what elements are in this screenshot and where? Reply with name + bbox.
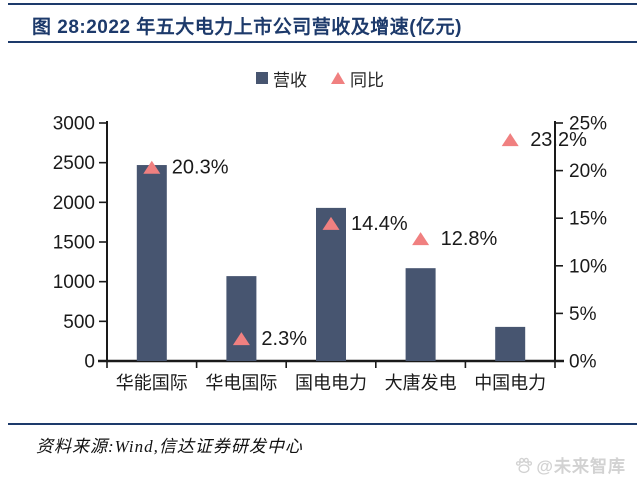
- watermark-text: @未来智库: [536, 457, 626, 476]
- figure-title: 图 28:2022 年五大电力上市公司营收及增速(亿元): [32, 17, 462, 38]
- y-tick-label-right: 25%: [569, 114, 607, 135]
- yoy-data-label: 23.2%: [530, 129, 587, 151]
- paw-icon: [516, 457, 533, 473]
- yoy-triangle-marker: [232, 332, 250, 346]
- revenue-bar: [136, 165, 167, 361]
- y-tick-label-left: 0: [84, 352, 95, 373]
- y-tick-label-right: 15%: [569, 209, 607, 230]
- y-tick-label-left: 500: [63, 312, 95, 333]
- legend-label-yoy: 同比: [350, 70, 384, 90]
- yoy-triangle-marker: [143, 160, 161, 174]
- y-tick-label-right: 5%: [569, 304, 597, 325]
- y-tick-label-left: 3000: [53, 114, 95, 135]
- yoy-data-label: 12.8%: [441, 228, 498, 250]
- chart-legend: 营收 同比: [0, 66, 640, 90]
- y-tick-label-right: 10%: [569, 256, 607, 277]
- legend-item-revenue: 营收: [256, 66, 307, 91]
- category-label: 华电国际: [205, 373, 277, 393]
- divider-top: [8, 3, 637, 5]
- y-tick-label-left: 1500: [53, 233, 95, 254]
- yoy-triangle-marker: [322, 216, 340, 230]
- triangle-swatch-icon: [331, 72, 345, 84]
- revenue-bar: [495, 326, 526, 361]
- category-label: 国电电力: [295, 373, 367, 393]
- revenue-bar: [405, 268, 436, 361]
- y-tick-label-left: 2000: [53, 193, 95, 214]
- yoy-triangle-marker: [501, 133, 519, 147]
- yoy-data-label: 14.4%: [351, 213, 408, 235]
- divider-under-title: [8, 41, 637, 43]
- yoy-triangle-marker: [412, 232, 430, 246]
- y-tick-label-left: 2500: [53, 153, 95, 174]
- legend-item-yoy: 同比: [331, 66, 384, 91]
- revenue-bar: [316, 207, 346, 361]
- divider-bottom: [8, 423, 637, 425]
- y-tick-label-left: 1000: [53, 272, 95, 293]
- revenue-bar: [226, 276, 257, 361]
- yoy-data-label: 2.3%: [261, 328, 307, 350]
- category-label: 中国电力: [474, 373, 546, 393]
- source-note: 资料来源:Wind,信达证券研发中心: [36, 437, 303, 456]
- bar-swatch-icon: [256, 72, 268, 84]
- category-label: 华能国际: [116, 373, 188, 393]
- legend-label-revenue: 营收: [273, 70, 307, 90]
- category-label: 大唐发电: [385, 373, 457, 393]
- y-tick-label-right: 0%: [569, 352, 597, 373]
- y-tick-label-right: 20%: [569, 161, 607, 182]
- yoy-data-label: 20.3%: [172, 157, 229, 179]
- watermark: @未来智库: [515, 452, 626, 477]
